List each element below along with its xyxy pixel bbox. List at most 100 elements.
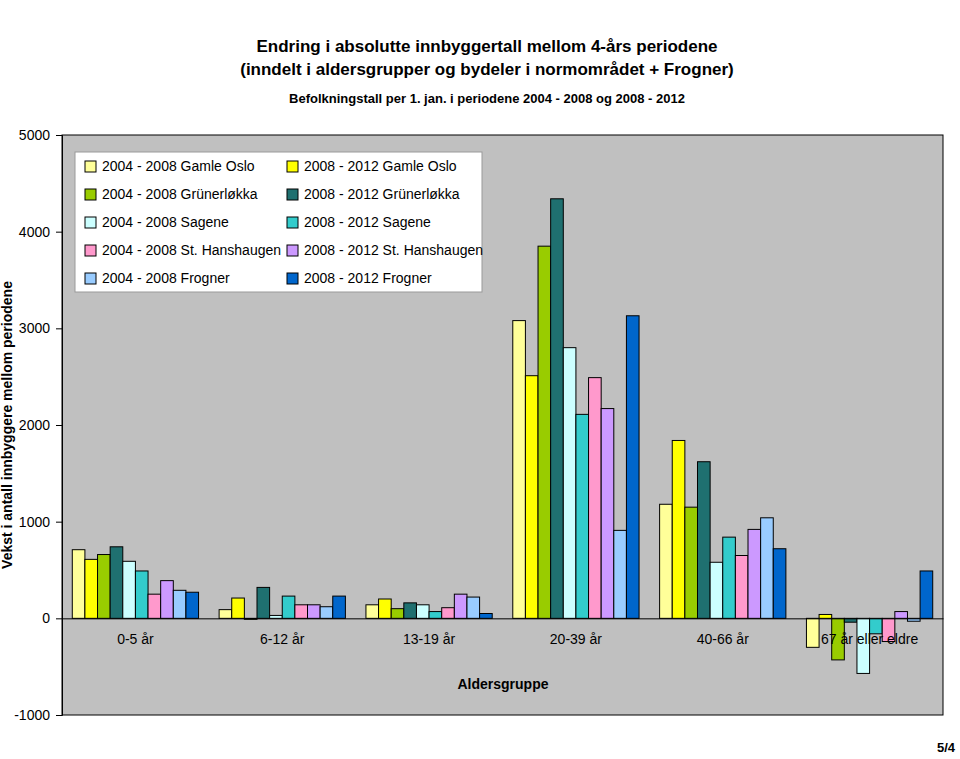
bar (416, 605, 429, 619)
bar (685, 507, 698, 618)
y-tick: 1000 (19, 514, 62, 530)
y-tick-mark (56, 328, 62, 329)
legend-label: 2004 - 2008 Frogner (102, 270, 230, 286)
bar (232, 598, 245, 618)
y-axis-title: Vekst i antall innbyggere mellom periode… (0, 281, 15, 569)
x-axis-title: Aldersgruppe (457, 676, 548, 692)
page-number: 5/4 (937, 740, 956, 755)
bar (480, 614, 493, 619)
y-tick-mark (56, 522, 62, 523)
bar (697, 462, 710, 619)
y-tick-mark (56, 425, 62, 426)
legend-label: 2008 - 2012 Frogner (304, 270, 432, 286)
x-tick-label: 20-39 år (550, 631, 602, 647)
bar (735, 556, 748, 619)
bar (391, 609, 404, 619)
bar (72, 550, 85, 619)
bar (308, 605, 321, 619)
bar (806, 618, 819, 647)
y-tick-label: 2000 (19, 417, 50, 433)
legend-swatch (85, 245, 96, 256)
bar (589, 378, 602, 619)
bar (773, 549, 786, 619)
bar (454, 594, 467, 618)
bar (135, 571, 148, 618)
legend-swatch (85, 161, 96, 172)
bar (98, 555, 111, 619)
legend-swatch (85, 273, 96, 284)
bar (404, 603, 417, 618)
legend-label: 2004 - 2008 Grünerløkka (102, 186, 258, 202)
bar (257, 587, 270, 618)
bar (660, 504, 673, 618)
bar (85, 559, 98, 618)
legend-label: 2004 - 2008 Sagene (102, 214, 229, 230)
bar (320, 607, 333, 619)
x-tick-label: 0-5 år (117, 631, 154, 647)
chart: Endring i absolutte innbyggertall mellom… (0, 0, 960, 759)
legend-swatch (287, 245, 298, 256)
x-axis: 0-5 år6-12 år13-19 år20-39 år40-66 år67 … (63, 619, 944, 647)
legend-label: 2004 - 2008 Gamle Oslo (102, 158, 255, 174)
bar (295, 605, 308, 619)
bar (110, 547, 123, 619)
bar (173, 590, 186, 618)
bar (333, 596, 346, 618)
bars (72, 199, 932, 674)
subtitle: Befolkningstall per 1. jan. i periodene … (289, 91, 685, 106)
legend-swatch (85, 189, 96, 200)
bar (538, 246, 551, 618)
bar (551, 199, 564, 619)
title: Endring i absolutte innbyggertall mellom… (257, 37, 718, 56)
bar (626, 316, 639, 619)
legend: 2004 - 2008 Gamle Oslo 2008 - 2012 Gamle … (75, 152, 483, 292)
y-tick-label: 0 (42, 610, 50, 626)
bar (920, 571, 933, 618)
bar (148, 594, 161, 618)
legend-swatch (287, 217, 298, 228)
bar (614, 530, 627, 618)
y-axis: -1000 0 1000 2000 3000 4000 5000 (14, 127, 62, 723)
y-tick-mark (56, 715, 62, 716)
bar (672, 440, 685, 618)
bar (123, 561, 136, 618)
bar (895, 612, 908, 619)
bar (723, 537, 736, 618)
x-tick: 20-39 år (550, 631, 602, 647)
x-tick: 40-66 år (697, 631, 749, 647)
y-tick: 5000 (19, 127, 62, 143)
x-tick: 6-12 år (260, 631, 305, 647)
bar (576, 414, 589, 618)
legend-swatch (287, 273, 298, 284)
bar (710, 562, 723, 618)
y-tick-label: 5000 (19, 127, 50, 143)
y-tick: 2000 (19, 417, 62, 433)
legend-label: 2004 - 2008 St. Hanshaugen (102, 242, 281, 258)
y-tick-label: 4000 (19, 224, 50, 240)
legend-label: 2008 - 2012 Grünerløkka (304, 186, 460, 202)
title: (inndelt i aldersgrupper og bydeler i no… (240, 60, 734, 79)
y-tick: 0 (42, 610, 62, 626)
bar (467, 597, 480, 618)
x-tick-label: 40-66 år (697, 631, 749, 647)
bar (186, 592, 199, 618)
legend-label: 2008 - 2012 St. Hanshaugen (304, 242, 483, 258)
bar (525, 376, 538, 619)
bar (270, 615, 283, 618)
y-tick: 4000 (19, 224, 62, 240)
y-tick-label: 1000 (19, 514, 50, 530)
bar (442, 608, 455, 619)
bar (819, 614, 832, 618)
bar (219, 610, 232, 619)
bar (601, 409, 614, 619)
y-tick: 3000 (19, 320, 62, 336)
legend-swatch (85, 217, 96, 228)
bar (429, 612, 442, 619)
plot-area (62, 135, 943, 715)
bar (366, 605, 379, 619)
bar (563, 348, 576, 619)
y-tick: -1000 (14, 707, 62, 723)
x-tick-label: 6-12 år (260, 631, 305, 647)
legend-box (75, 152, 482, 292)
legend-label: 2008 - 2012 Gamle Oslo (304, 158, 457, 174)
